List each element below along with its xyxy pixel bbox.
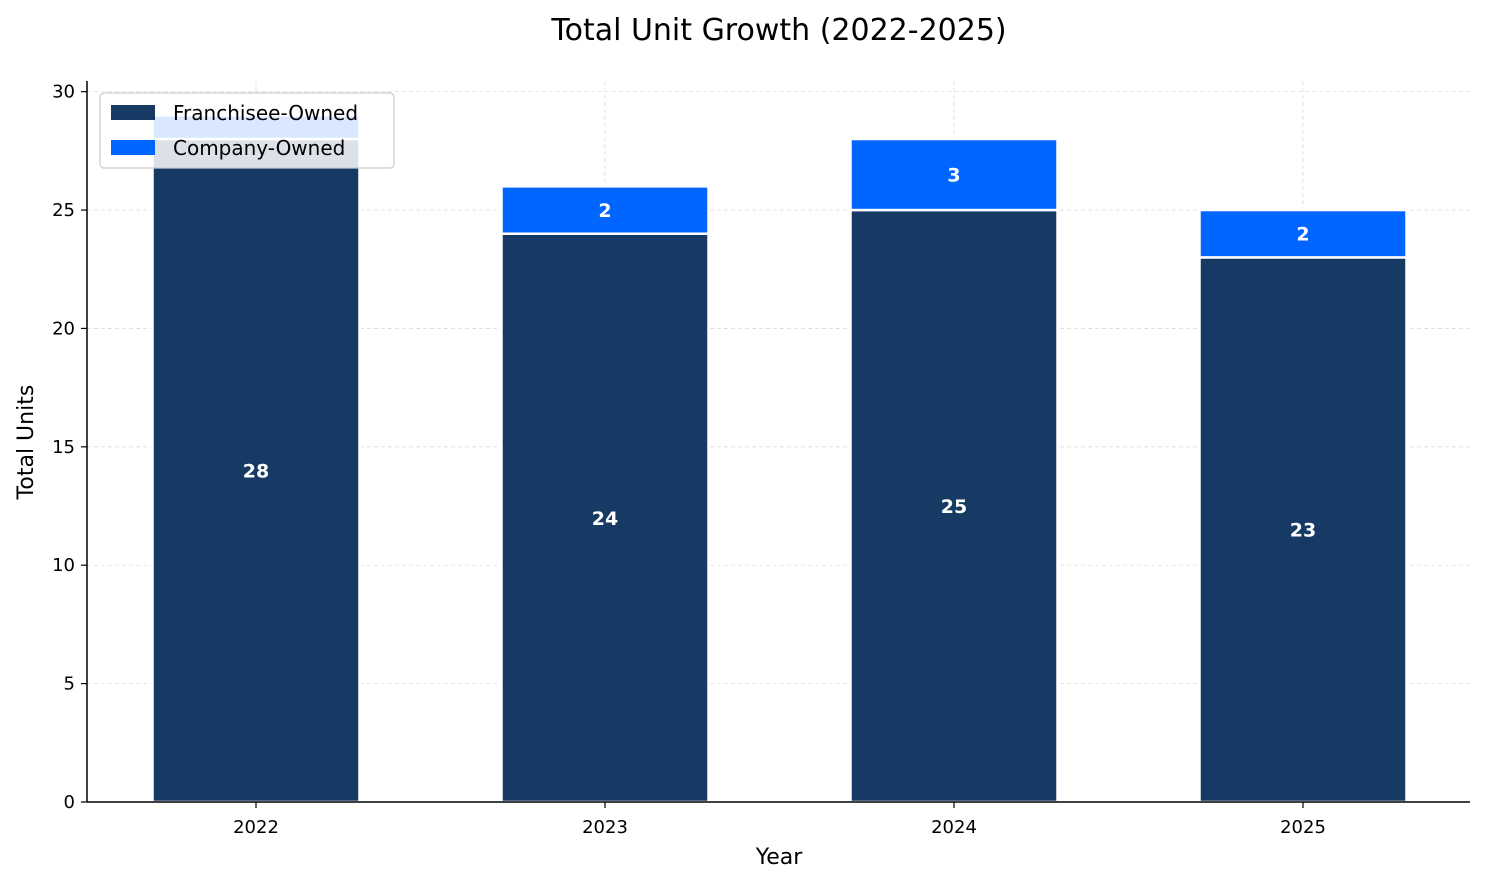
y-tick-label: 10: [52, 555, 75, 576]
bar-value-label: 3: [947, 165, 960, 187]
bar-value-label: 23: [1290, 520, 1316, 542]
x-tick-label: 2025: [1280, 817, 1326, 838]
x-axis-label: Year: [755, 845, 804, 870]
bars: [151, 114, 1408, 804]
y-tick-label: 20: [52, 318, 75, 339]
bar-value-label: 28: [243, 461, 269, 483]
x-tick-label: 2024: [931, 817, 977, 838]
legend: Franchisee-Owned Company-Owned: [99, 92, 395, 169]
bar-value-label: 24: [592, 508, 618, 530]
bar-value-label: 2: [598, 200, 611, 222]
legend-label: Franchisee-Owned: [173, 101, 358, 125]
bar-labels: 28 24 2 25 3 23 2: [243, 165, 1316, 542]
legend-box: [99, 92, 395, 169]
y-tick-label: 30: [52, 82, 75, 103]
bar-value-label: 2: [1296, 224, 1309, 246]
bar-company-owned-2023: [500, 185, 710, 235]
x-ticks: 2022 2023 2024 2025: [233, 802, 1326, 838]
bar-value-label: 25: [941, 496, 967, 518]
legend-label: Company-Owned: [173, 136, 345, 160]
bar-company-owned-2024: [849, 137, 1059, 212]
y-tick-label: 25: [52, 200, 75, 221]
y-tick-label: 5: [64, 674, 75, 695]
x-tick-label: 2022: [233, 817, 279, 838]
bar-franchisee-owned-2025: [1198, 256, 1408, 804]
legend-swatch: [111, 140, 155, 155]
bar-company-owned-2025: [1198, 208, 1408, 259]
y-ticks: 0 5 10 15 20 25 30: [52, 82, 87, 813]
x-tick-label: 2023: [582, 817, 628, 838]
legend-swatch: [111, 105, 155, 120]
y-tick-label: 0: [64, 792, 75, 813]
bar-franchisee-owned-2022: [151, 137, 361, 804]
chart-title: Total Unit Growth (2022-2025): [550, 13, 1006, 48]
y-tick-label: 15: [52, 437, 75, 458]
y-axis-label: Total Units: [14, 385, 39, 501]
